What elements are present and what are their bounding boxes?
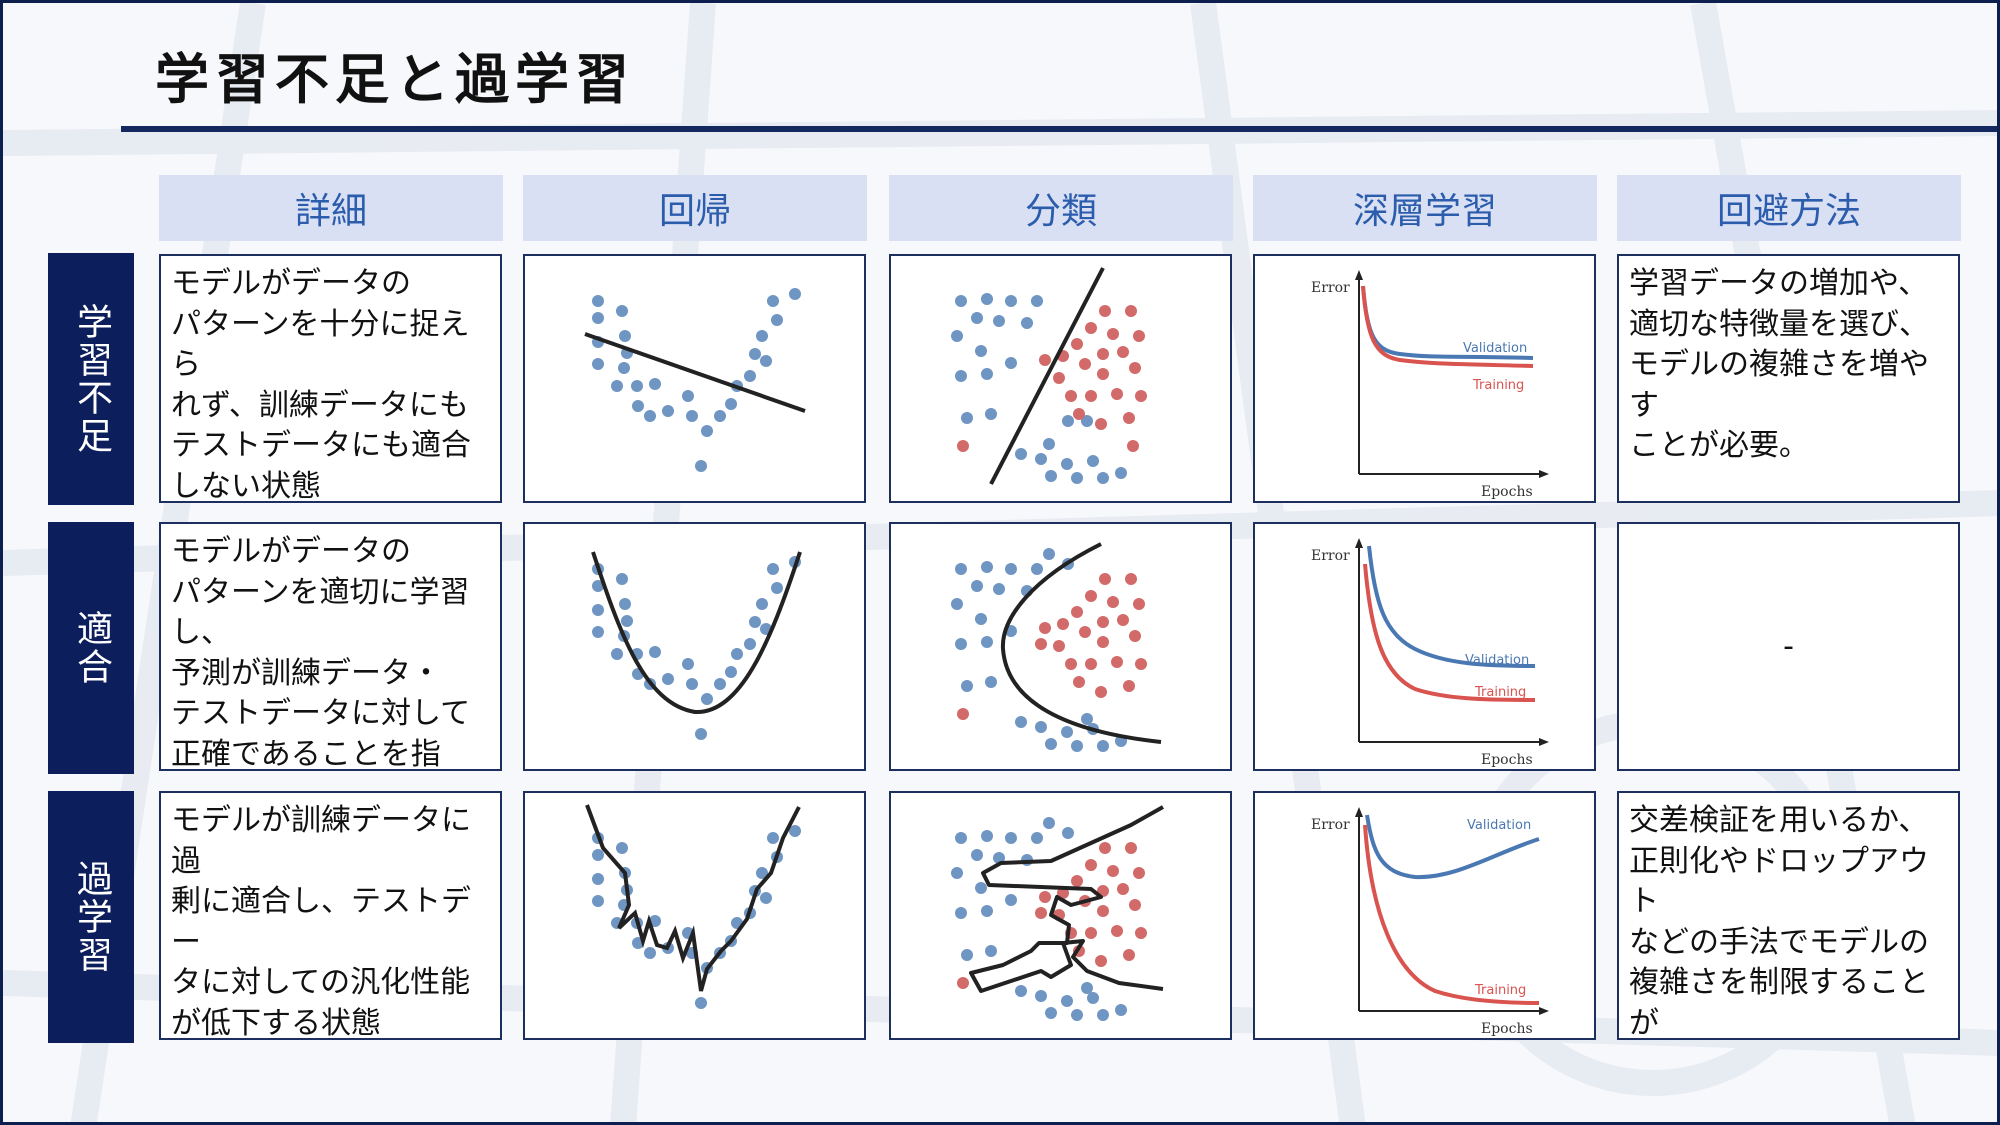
- underfit-error-axis-label: Error: [1311, 280, 1350, 296]
- underfit-learning-curve: Error Epochs Validation Training: [1311, 270, 1549, 500]
- row-label-underfitting: 学習不足: [48, 253, 134, 505]
- cell-overfit-avoidance: 交差検証を用いるか、 正則化やドロップアウト などの手法でモデルの 複雑さを制限…: [1617, 791, 1960, 1040]
- col-header-avoidance: 回避方法: [1617, 175, 1961, 241]
- cell-underfit-detail: モデルがデータの パターンを十分に捉えら れず、訓練データにも テストデータにも…: [159, 254, 502, 503]
- underfit-training-label: Training: [1472, 378, 1524, 393]
- cell-fit-classification: [889, 522, 1232, 771]
- page-title: 学習不足と過学習: [155, 48, 635, 111]
- col-header-classification: 分類: [889, 175, 1233, 241]
- fit-epochs-axis-label: Epochs: [1481, 752, 1533, 768]
- underfit-classification-plot: [951, 267, 1147, 485]
- underfit-regression-plot: [584, 288, 806, 472]
- cell-fit-regression: [523, 522, 866, 771]
- underfit-avoidance-text: 学習データの増加や、 適切な特徴量を選び、 モデルの複雑さを増やす ことが必要。: [1629, 266, 1929, 463]
- row-label-good-fit: 適合: [48, 522, 134, 774]
- overfit-regression-plot: [585, 804, 801, 1009]
- cell-fit-avoidance: -: [1617, 522, 1960, 771]
- title-underline: [121, 126, 1997, 132]
- fit-error-axis-label: Error: [1311, 548, 1350, 564]
- overfit-detail-text: モデルが訓練データに過 剰に適合し、テストデー タに対しての汎化性能 が低下する…: [171, 803, 471, 1040]
- cell-overfit-detail: モデルが訓練データに過 剰に適合し、テストデー タに対しての汎化性能 が低下する…: [159, 791, 502, 1040]
- overfit-error-axis-label: Error: [1311, 817, 1350, 833]
- overfit-validation-label: Validation: [1467, 818, 1531, 833]
- col-header-regression: 回帰: [523, 175, 867, 241]
- overfit-epochs-axis-label: Epochs: [1481, 1021, 1533, 1037]
- col-header-detail: 詳細: [159, 175, 503, 241]
- cell-underfit-avoidance: 学習データの増加や、 適切な特徴量を選び、 モデルの複雑さを増やす ことが必要。: [1617, 254, 1960, 503]
- fit-regression-plot: [591, 551, 802, 740]
- fit-classification-plot: [951, 542, 1162, 752]
- cell-overfit-deep-learning: Error Epochs Validation Training: [1253, 791, 1596, 1040]
- underfit-detail-text: モデルがデータの パターンを十分に捉えら れず、訓練データにも テストデータにも…: [171, 266, 471, 503]
- cell-underfit-regression: [523, 254, 866, 503]
- cell-underfit-classification: [889, 254, 1232, 503]
- overfit-training-label: Training: [1474, 983, 1526, 998]
- underfit-epochs-axis-label: Epochs: [1481, 484, 1533, 500]
- fit-avoidance-text: -: [1783, 629, 1794, 664]
- cell-overfit-regression: [523, 791, 866, 1040]
- fit-detail-text: モデルがデータの パターンを適切に学習し、 予測が訓練データ・ テストデータに対…: [171, 534, 471, 771]
- cell-overfit-classification: [889, 791, 1232, 1040]
- cell-underfit-deep-learning: Error Epochs Validation Training: [1253, 254, 1596, 503]
- fit-validation-label: Validation: [1465, 653, 1529, 668]
- row-label-overfitting: 過学習: [48, 791, 134, 1043]
- overfit-learning-curve: Error Epochs Validation Training: [1311, 807, 1549, 1037]
- cell-fit-detail: モデルがデータの パターンを適切に学習し、 予測が訓練データ・ テストデータに対…: [159, 522, 502, 771]
- overfit-avoidance-text: 交差検証を用いるか、 正則化やドロップアウト などの手法でモデルの 複雑さを制限…: [1629, 803, 1929, 1040]
- fit-training-label: Training: [1474, 685, 1526, 700]
- cell-fit-deep-learning: Error Epochs Validation Training: [1253, 522, 1596, 771]
- overfit-classification-plot: [951, 805, 1164, 1021]
- fit-learning-curve: Error Epochs Validation Training: [1311, 538, 1549, 768]
- col-header-deep-learning: 深層学習: [1253, 175, 1597, 241]
- underfit-validation-label: Validation: [1463, 341, 1527, 356]
